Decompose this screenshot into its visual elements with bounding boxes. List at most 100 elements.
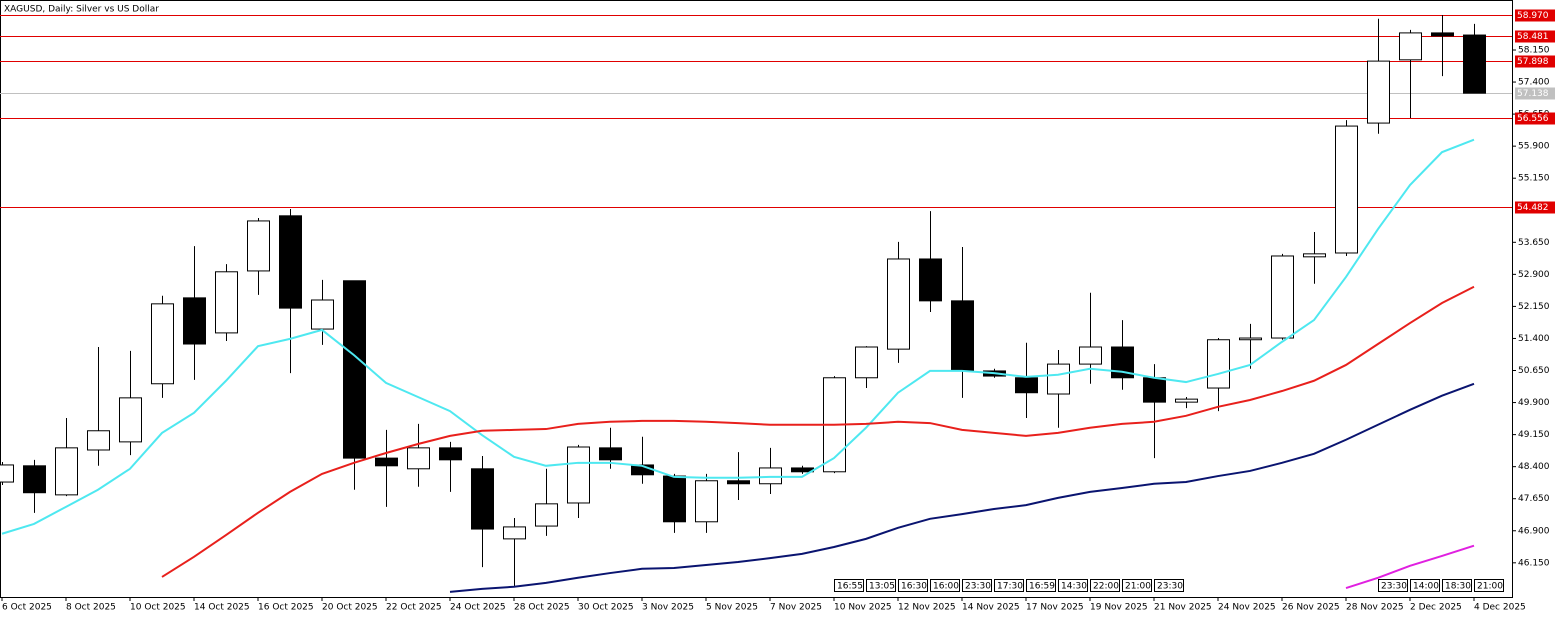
price-level-tag [1515,9,1555,22]
time-label: 23:30 [1381,582,1407,592]
x-tick-label: 24 Oct 2025 [450,603,506,613]
time-label: 21:00 [1477,582,1503,592]
ma-line [1345,544,1475,589]
candle-body [1047,363,1070,395]
candle-body [1399,32,1422,61]
candle-body [407,447,430,470]
y-tick-label: 52.900 [1518,270,1550,280]
x-tick-label: 24 Nov 2025 [1218,603,1276,613]
candle-body [503,526,526,540]
candle-body [1367,60,1390,124]
ma-line [449,382,1475,593]
candle-body [599,447,622,461]
y-tick-label: 48.400 [1518,462,1550,472]
candle-body [951,300,974,372]
x-tick-label: 2 Dec 2025 [1410,603,1462,613]
candle-body [663,475,686,523]
time-box [866,579,896,592]
price-level-label: 58.481 [1517,32,1549,42]
time-label: 16:59 [1029,582,1055,592]
time-box [1154,579,1184,592]
x-tick-label: 3 Nov 2025 [642,603,694,613]
candle-body [1463,34,1486,94]
y-tick-label: 55.900 [1518,142,1550,152]
time-box [1378,579,1408,592]
x-tick-label: 28 Oct 2025 [514,603,570,613]
x-tick-label: 7 Nov 2025 [770,603,822,613]
y-tick-label: 50.650 [1518,366,1550,376]
x-tick-label: 6 Oct 2025 [2,603,52,613]
x-tick-label: 26 Nov 2025 [1282,603,1340,613]
candle-body [343,280,366,459]
price-level-label: 57.138 [1517,89,1549,99]
x-tick-label: 30 Oct 2025 [578,603,634,613]
x-tick-label: 12 Nov 2025 [898,603,956,613]
time-box [1026,579,1056,592]
price-level-tag [1515,55,1555,68]
y-tick-label: 47.650 [1518,494,1550,504]
candle-body [1207,339,1230,389]
ma-line [161,285,1475,578]
price-level-tag [1515,112,1555,125]
candle-body [1239,337,1262,341]
time-label: 23:30 [1157,582,1183,592]
y-tick-label: 57.400 [1518,78,1550,88]
candle-body [471,468,494,530]
time-label: 16:30 [901,582,927,592]
candle-body [695,480,718,523]
candle-body [727,480,750,485]
candle-body [215,271,238,334]
candle-body [919,258,942,302]
candle-body [247,220,270,272]
candle-body [55,447,78,496]
time-box [834,579,864,592]
x-tick-label: 21 Nov 2025 [1154,603,1212,613]
time-box [898,579,928,592]
x-tick-label: 20 Oct 2025 [322,603,378,613]
candle-body [375,457,398,467]
time-box [962,579,992,592]
price-level-label: 57.898 [1517,57,1549,67]
time-label: 14:00 [1413,582,1439,592]
x-tick-label: 4 Dec 2025 [1474,603,1526,613]
x-tick-label: 10 Nov 2025 [834,603,892,613]
price-level-tag [1515,30,1555,43]
x-tick-label: 5 Nov 2025 [706,603,758,613]
candle-body [1079,346,1102,365]
candle-body [567,446,590,504]
time-label: 17:30 [997,582,1023,592]
x-tick-label: 19 Nov 2025 [1090,603,1148,613]
time-box [1474,579,1504,592]
time-box [994,579,1024,592]
ma-line [1,138,1475,535]
x-tick-label: 22 Oct 2025 [386,603,442,613]
candle-body [1303,253,1326,258]
candle-body [1271,255,1294,339]
price-level-label: 56.556 [1517,114,1549,124]
candle-body [439,447,462,461]
y-tick-label: 53.650 [1518,238,1550,248]
y-tick-label: 52.150 [1518,302,1550,312]
x-tick-label: 10 Oct 2025 [130,603,186,613]
time-box [930,579,960,592]
time-label: 13:05 [869,582,895,592]
time-label: 23:30 [965,582,991,592]
time-box [1090,579,1120,592]
price-level-tag [1515,201,1555,214]
price-level-label: 58.970 [1517,11,1549,21]
x-tick-label: 8 Oct 2025 [66,603,116,613]
y-tick-label: 46.150 [1518,558,1550,568]
price-level-tag [1515,87,1555,100]
x-tick-label: 14 Oct 2025 [194,603,250,613]
candle-body [119,397,142,443]
candle-body [1335,125,1358,254]
candle-body [279,215,302,309]
time-box [1058,579,1088,592]
time-label: 22:00 [1093,582,1119,592]
candle-body [535,503,558,527]
candle-body [0,464,14,483]
time-label: 16:55 [837,582,863,592]
candle-body [183,297,206,345]
time-label: 18:30 [1445,582,1471,592]
